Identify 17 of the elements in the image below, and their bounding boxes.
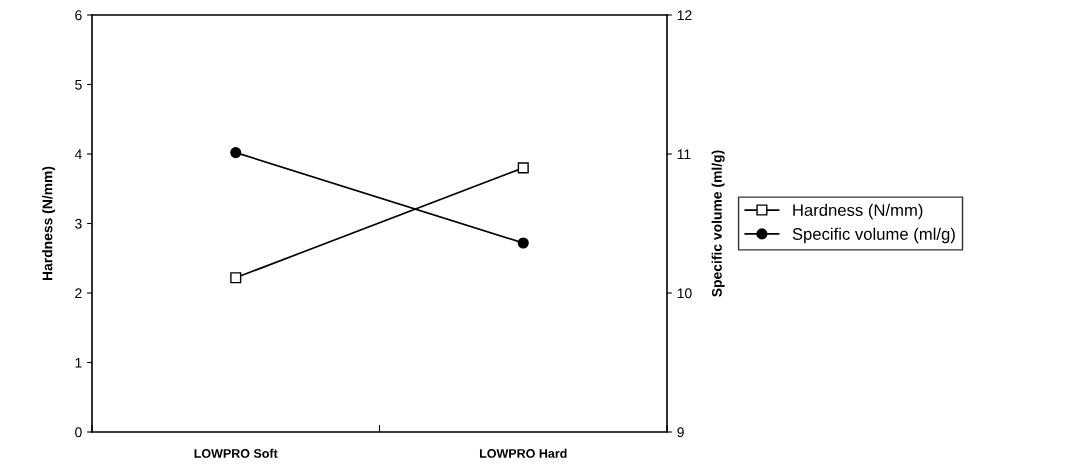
x-tick-label: LOWPRO Hard — [479, 448, 567, 458]
legend-label: Specific volume (ml/g) — [792, 227, 955, 244]
y-tick-label: 6 — [75, 10, 82, 21]
y-tick-label: 3 — [75, 218, 82, 229]
y2-tick-label: 10 — [677, 288, 692, 299]
y-tick-label: 2 — [75, 288, 82, 299]
x-tick-label: LOWPRO Soft — [194, 448, 278, 458]
legend-label: Hardness (N/mm) — [793, 203, 923, 220]
y2-tick-label: 11 — [677, 149, 691, 160]
y-tick-label: 0 — [75, 427, 82, 438]
y2-tick-label: 12 — [677, 10, 692, 21]
y2-tick-label: 9 — [677, 427, 684, 438]
y-tick-label: 1 — [75, 357, 82, 368]
y-tick-label: 5 — [75, 79, 82, 90]
y-tick-label: 4 — [74, 149, 82, 160]
y2-axis-title: Specific volume (ml/g) — [711, 150, 725, 297]
y-axis-title: Hardness (N/mm) — [42, 166, 56, 281]
